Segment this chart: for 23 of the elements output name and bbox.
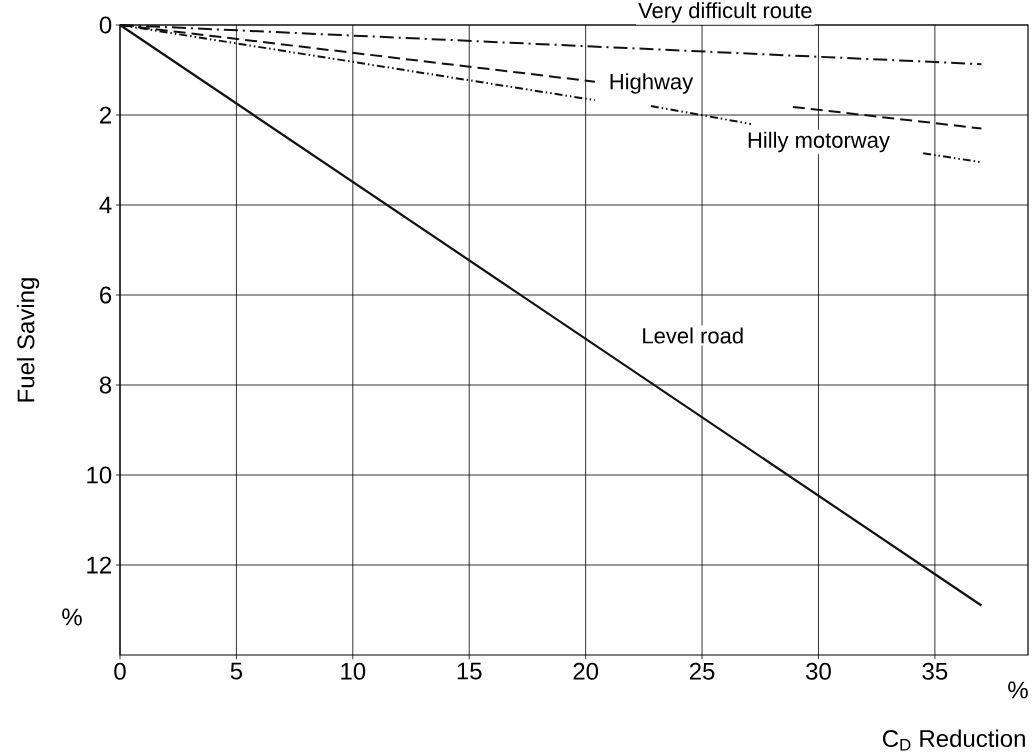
x-tick-label: 25 — [689, 662, 715, 680]
y-axis-title: Fuel Saving — [16, 278, 40, 402]
x-tick-label: 5 — [230, 662, 243, 680]
x-tick-label: 30 — [806, 662, 831, 680]
y-tick-label: 0 — [99, 16, 112, 34]
series-label: Level road — [643, 327, 743, 344]
x-tick-label: 0 — [114, 662, 126, 680]
x-tick-label: 20 — [573, 662, 599, 680]
y-tick-label: 8 — [99, 376, 112, 394]
x-tick-label: 15 — [457, 662, 482, 680]
y-tick-label: 10 — [87, 466, 112, 484]
x-tick-label: 35 — [922, 662, 948, 680]
series-label: Very difficult route — [638, 2, 812, 23]
text: % — [62, 608, 82, 626]
y-tick-label: 4 — [99, 196, 112, 214]
y-tick-label: 2 — [100, 106, 111, 124]
series-label: Hilly motorway — [748, 131, 890, 153]
series-label: Highway — [610, 73, 694, 94]
text: % — [1008, 681, 1028, 699]
y-tick-label: 6 — [100, 286, 112, 304]
y-tick-label: 12 — [87, 556, 111, 574]
x-tick-label: 10 — [341, 662, 366, 680]
x-axis-title: C$_{D}$ Reduction — [883, 729, 1025, 751]
